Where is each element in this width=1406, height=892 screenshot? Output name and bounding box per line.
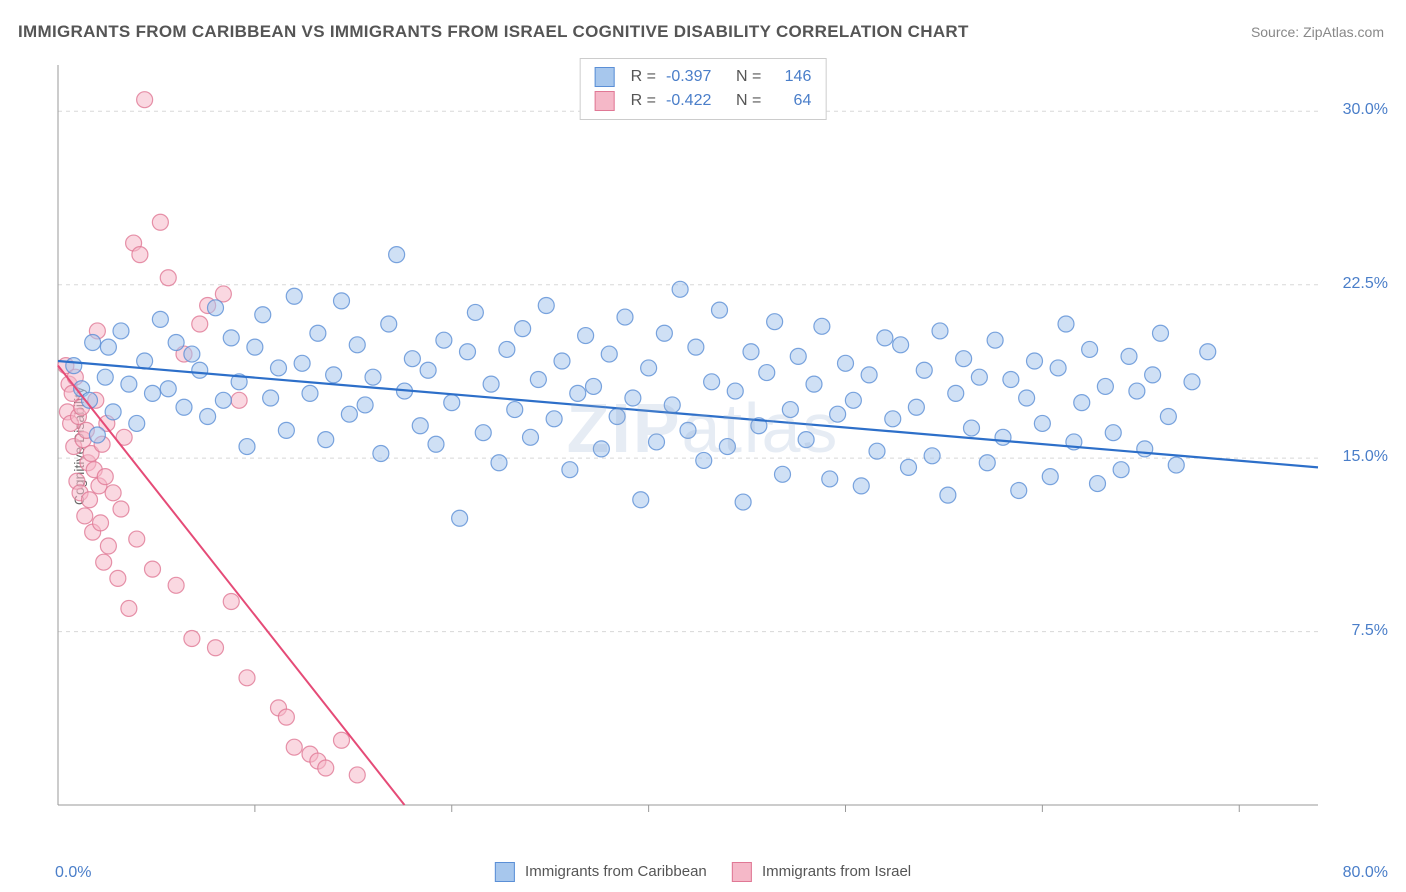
plot-svg	[48, 55, 1368, 835]
footer-legend: Immigrants from Caribbean Immigrants fro…	[495, 862, 911, 882]
xtick-min: 0.0%	[55, 864, 91, 882]
ytick-label: 7.5%	[1352, 622, 1388, 640]
legend-label-1: Immigrants from Israel	[762, 863, 911, 880]
stats-n-0: 146	[771, 65, 811, 89]
xtick-max: 80.0%	[1343, 864, 1388, 882]
stats-r-label: R =	[631, 89, 656, 113]
ytick-label: 15.0%	[1343, 448, 1388, 466]
legend-item-0: Immigrants from Caribbean	[495, 862, 707, 882]
legend-swatch-0	[495, 862, 515, 882]
stats-n-label: N =	[736, 89, 761, 113]
legend-label-0: Immigrants from Caribbean	[525, 863, 707, 880]
source-label: Source: ZipAtlas.com	[1251, 24, 1384, 40]
ytick-label: 30.0%	[1343, 101, 1388, 119]
chart-container: IMMIGRANTS FROM CARIBBEAN VS IMMIGRANTS …	[0, 0, 1406, 892]
stats-n-label: N =	[736, 65, 761, 89]
stats-swatch-1	[595, 91, 615, 111]
stats-row-0: R = -0.397 N = 146	[595, 65, 812, 89]
stats-row-1: R = -0.422 N = 64	[595, 89, 812, 113]
ytick-label: 22.5%	[1343, 275, 1388, 293]
chart-title: IMMIGRANTS FROM CARIBBEAN VS IMMIGRANTS …	[18, 22, 969, 42]
stats-r-1: -0.422	[666, 89, 726, 113]
stats-n-1: 64	[771, 89, 811, 113]
plot-area	[48, 55, 1368, 835]
legend-swatch-1	[732, 862, 752, 882]
stats-swatch-0	[595, 67, 615, 87]
stats-legend: R = -0.397 N = 146 R = -0.422 N = 64	[580, 58, 827, 120]
legend-item-1: Immigrants from Israel	[732, 862, 911, 882]
stats-r-label: R =	[631, 65, 656, 89]
stats-r-0: -0.397	[666, 65, 726, 89]
